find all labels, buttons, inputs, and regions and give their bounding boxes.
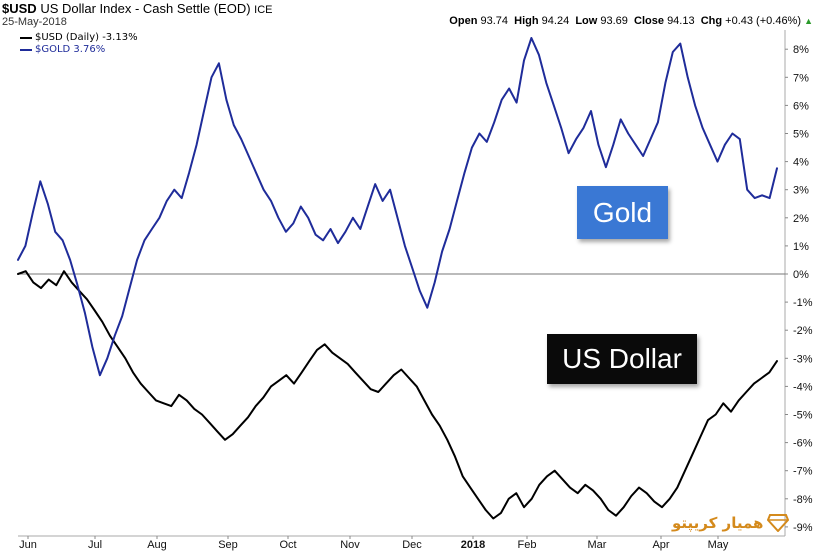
close-value: 94.13 — [667, 15, 695, 27]
y-tick-label: -4% — [793, 381, 813, 393]
quote-summary: Open 93.74 High 94.24 Low 93.69 Close 94… — [449, 15, 813, 27]
y-tick-label: 3% — [793, 185, 809, 197]
legend-swatch-gold — [20, 49, 32, 51]
y-tick-label: 1% — [793, 241, 809, 253]
y-tick-label: -3% — [793, 353, 813, 365]
x-tick-label: Mar — [588, 539, 607, 551]
y-tick-label: 0% — [793, 269, 809, 281]
low-value: 93.69 — [600, 15, 628, 27]
gold-callout: Gold — [577, 186, 668, 239]
x-tick-label: Dec — [402, 539, 422, 551]
open-label: Open — [449, 15, 478, 27]
y-tick-label: 7% — [793, 72, 809, 84]
low-label: Low — [575, 15, 598, 27]
chart-title: $USD US Dollar Index - Cash Settle (EOD)… — [2, 1, 273, 16]
y-tick-label: 2% — [793, 213, 809, 225]
open-value: 93.74 — [480, 15, 509, 27]
x-tick-label: Oct — [279, 539, 296, 551]
x-tick-label: Apr — [652, 539, 669, 551]
y-tick-label: 6% — [793, 100, 809, 112]
watermark-logo: همیار کریپتو — [672, 514, 790, 532]
x-tick-label: Sep — [218, 539, 238, 551]
legend-item-gold: $GOLD 3.76% — [20, 44, 138, 56]
series-line-gold — [17, 37, 778, 377]
x-tick-label: Feb — [518, 539, 537, 551]
y-tick-label: -5% — [793, 410, 813, 422]
y-tick-label: -7% — [793, 466, 813, 478]
high-label: High — [514, 15, 539, 27]
diamond-icon — [767, 514, 790, 532]
usd-callout-label: US Dollar — [562, 343, 682, 374]
chart-legend: $USD (Daily) -3.13% $GOLD 3.76% — [20, 32, 138, 56]
y-tick-label: -6% — [793, 438, 813, 450]
instrument-name: US Dollar Index - Cash Settle (EOD) — [40, 1, 251, 16]
x-tick-label: Jul — [88, 539, 102, 551]
y-tick-label: -2% — [793, 325, 813, 337]
usd-callout: US Dollar — [547, 334, 697, 384]
x-tick-label: 2018 — [461, 539, 485, 551]
change-label: Chg — [700, 15, 723, 27]
y-tick-label: -1% — [793, 297, 813, 309]
y-tick-label: 4% — [793, 157, 809, 169]
gold-callout-label: Gold — [592, 196, 653, 228]
legend-label-gold: $GOLD 3.76% — [35, 44, 106, 55]
legend-swatch-usd — [20, 37, 32, 39]
high-value: 94.24 — [541, 15, 570, 27]
x-tick-label: Jun — [19, 539, 37, 551]
logo-text: همیار کریپتو — [672, 514, 764, 532]
legend-label-usd: $USD (Daily) -3.13% — [35, 32, 138, 43]
y-tick-label: 5% — [793, 129, 809, 141]
x-tick-label: Nov — [340, 539, 360, 551]
change-value: +0.43 (+0.46%) — [725, 15, 802, 27]
y-tick-label: -9% — [793, 522, 813, 534]
x-tick-label: May — [708, 539, 729, 551]
close-label: Close — [634, 15, 664, 27]
y-tick-label: -8% — [793, 494, 813, 506]
up-arrow-icon: ▲ — [804, 16, 813, 26]
exchange-label: ICE — [254, 4, 273, 16]
chart-date: 25-May-2018 — [2, 16, 67, 28]
legend-item-usd: $USD (Daily) -3.13% — [20, 32, 138, 44]
x-tick-label: Aug — [147, 539, 167, 551]
ticker-symbol: $USD — [2, 1, 37, 16]
series-line-usd — [17, 270, 778, 520]
y-tick-label: 8% — [793, 44, 809, 56]
